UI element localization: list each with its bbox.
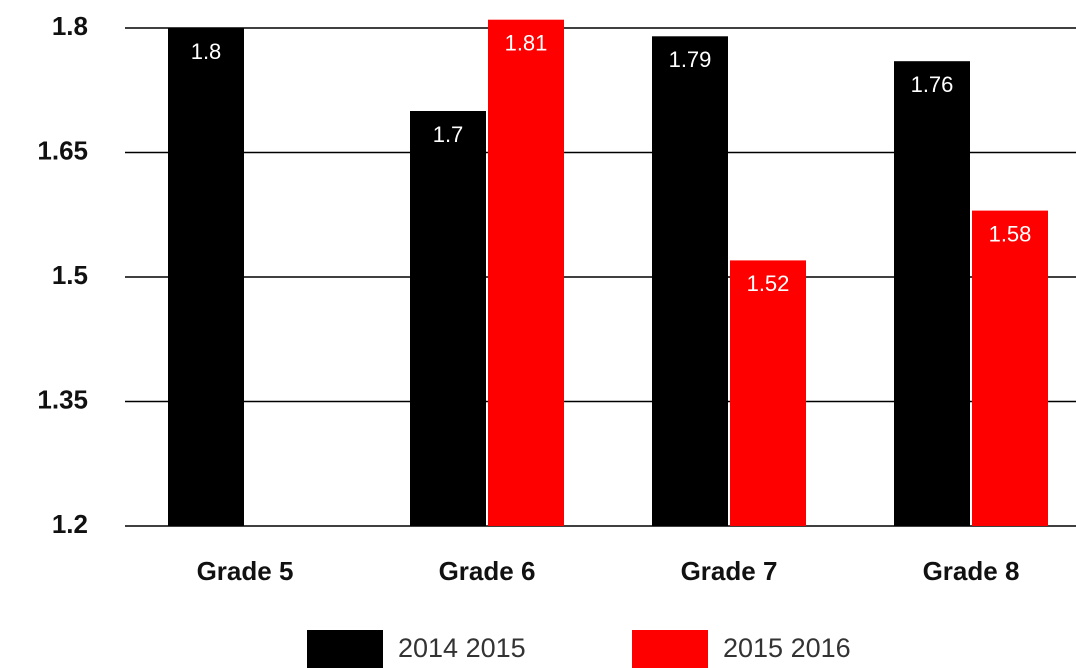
value-label: 1.8 bbox=[191, 39, 222, 64]
x-tick-label: Grade 5 bbox=[197, 556, 294, 586]
bar bbox=[730, 260, 806, 526]
legend-swatch bbox=[307, 630, 383, 668]
y-tick-label: 1.65 bbox=[37, 135, 88, 165]
bar bbox=[488, 19, 564, 526]
bar bbox=[972, 210, 1048, 526]
value-label: 1.7 bbox=[433, 122, 464, 147]
x-tick-label: Grade 8 bbox=[923, 556, 1020, 586]
y-tick-label: 1.5 bbox=[52, 260, 88, 290]
bar bbox=[410, 111, 486, 526]
legend-label: 2015 2016 bbox=[723, 633, 851, 663]
x-tick-label: Grade 6 bbox=[439, 556, 536, 586]
bar bbox=[168, 28, 244, 526]
y-tick-label: 1.2 bbox=[52, 509, 88, 539]
y-tick-label: 1.35 bbox=[37, 384, 88, 414]
value-label: 1.58 bbox=[989, 221, 1032, 246]
value-label: 1.81 bbox=[505, 31, 548, 56]
x-tick-label: Grade 7 bbox=[681, 556, 778, 586]
value-label: 1.76 bbox=[911, 72, 954, 97]
bar bbox=[894, 61, 970, 526]
bar bbox=[652, 36, 728, 527]
value-label: 1.52 bbox=[747, 271, 790, 296]
legend-label: 2014 2015 bbox=[398, 633, 526, 663]
value-label: 1.79 bbox=[669, 47, 712, 72]
legend-swatch bbox=[632, 630, 708, 668]
y-tick-label: 1.8 bbox=[52, 11, 88, 41]
